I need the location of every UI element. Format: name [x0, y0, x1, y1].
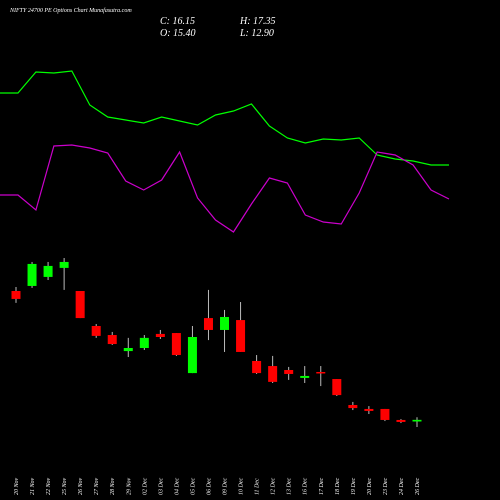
x-tick-label: 18 Dec: [335, 478, 341, 495]
x-tick-label: 06 Dec: [206, 478, 212, 495]
candle-body: [187, 336, 197, 374]
candle-body: [396, 419, 406, 422]
candle-body: [11, 291, 21, 299]
indicator-line: [0, 144, 450, 233]
x-tick-label: 05 Dec: [190, 478, 196, 495]
x-tick-label: 17 Dec: [319, 478, 325, 495]
close-label: C: 16.15: [160, 16, 195, 27]
chart-title: NIFTY 24700 PE Options Chart Munafasutra…: [9, 7, 132, 14]
candle-body: [123, 348, 133, 352]
candle-body: [364, 408, 374, 411]
x-tick-label: 21 Nov: [30, 477, 36, 495]
candle-body: [91, 325, 101, 336]
x-tick-label: 04 Dec: [173, 478, 180, 495]
x-tick-label: 02 Dec: [142, 478, 148, 495]
indicator-line: [0, 70, 449, 166]
candle-body: [43, 265, 53, 277]
candle-body: [332, 379, 342, 396]
x-tick-label: 12 Dec: [271, 478, 277, 495]
high-label: H: 17.35: [239, 16, 276, 27]
x-tick-label: 11 Dec: [255, 478, 261, 495]
candle-body: [252, 360, 262, 374]
x-tick-label: 27 Nov: [94, 477, 100, 495]
candle-body: [300, 375, 310, 378]
x-tick-label: 03 Dec: [158, 478, 164, 495]
x-tick-label: 28 Nov: [110, 477, 116, 495]
x-tick-label: 20 Nov: [14, 477, 20, 495]
candle-body: [171, 333, 181, 356]
x-tick-label: 20 Dec: [367, 478, 373, 495]
x-tick-label: 22 Nov: [46, 477, 52, 495]
x-tick-label: 23 Dec: [383, 478, 389, 495]
x-tick-label: 19 Dec: [351, 478, 357, 495]
x-tick-label: 29 Nov: [126, 477, 132, 495]
candle-body: [59, 261, 69, 268]
candle-body: [75, 291, 85, 319]
low-label: L: 12.90: [239, 28, 274, 39]
x-tick-label: 24 Dec: [398, 478, 405, 495]
candle-body: [236, 320, 246, 352]
candle-body: [155, 333, 165, 337]
x-tick-label: 26 Nov: [78, 477, 84, 495]
candle-body: [203, 318, 213, 330]
candle-body: [284, 370, 294, 374]
open-label: O: 15.40: [160, 28, 196, 39]
candle-body: [107, 335, 117, 345]
x-tick-label: 16 Dec: [303, 478, 309, 495]
candle-body: [412, 419, 422, 422]
candle-body: [139, 337, 149, 349]
x-tick-label: 13 Dec: [287, 478, 293, 495]
candle-body: [220, 316, 230, 330]
candle-body: [380, 408, 390, 420]
x-tick-label: 26 Dec: [415, 478, 421, 495]
candle-body: [27, 263, 37, 286]
candle-body: [316, 371, 326, 374]
candle-body: [268, 366, 278, 382]
candle-body: [348, 404, 358, 409]
x-tick-label: 09 Dec: [223, 478, 229, 495]
x-tick-label: 10 Dec: [239, 478, 245, 495]
x-tick-label: 25 Nov: [62, 477, 68, 495]
